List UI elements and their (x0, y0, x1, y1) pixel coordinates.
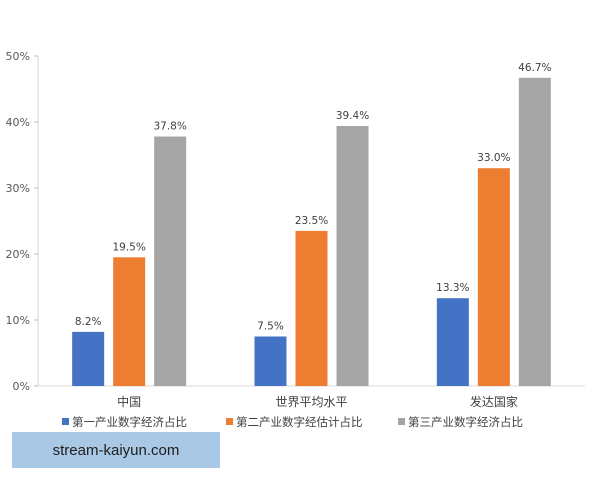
legend-label: 第三产业数字经济占比 (408, 415, 523, 429)
bar (113, 257, 146, 386)
legend-label: 第一产业数字经济占比 (72, 415, 187, 429)
data-label: 23.5% (295, 215, 328, 227)
data-label: 13.3% (436, 282, 469, 294)
watermark-text: stream-kaiyun.com (52, 441, 180, 459)
data-label: 33.0% (477, 152, 510, 164)
bar (295, 230, 328, 386)
data-label: 8.2% (75, 316, 102, 328)
bar (154, 136, 187, 386)
watermark-banner: stream-kaiyun.com (12, 432, 220, 468)
bar (518, 77, 551, 386)
x-tick-label: 中国 (117, 394, 141, 409)
y-tick-label: 40% (6, 116, 30, 129)
x-tick-label: 发达国家 (470, 394, 518, 409)
legend-swatch (226, 418, 233, 425)
y-tick-label: 30% (6, 182, 30, 195)
bar (254, 336, 287, 386)
legend-label: 第二产业数字经估计占比 (236, 415, 363, 429)
data-label: 46.7% (518, 62, 551, 74)
bar (436, 298, 469, 386)
data-label: 7.5% (257, 321, 284, 333)
data-label: 19.5% (112, 241, 145, 253)
y-tick-label: 0% (13, 380, 30, 393)
legend-swatch (398, 418, 405, 425)
legend-swatch (62, 418, 69, 425)
data-label: 37.8% (153, 121, 186, 133)
bar (72, 331, 105, 386)
y-tick-label: 10% (6, 314, 30, 327)
x-tick-label: 世界平均水平 (275, 395, 347, 409)
bar (477, 168, 510, 386)
y-tick-label: 50% (6, 50, 30, 63)
bar (336, 125, 369, 387)
data-label: 39.4% (336, 110, 369, 122)
y-tick-label: 20% (6, 248, 30, 261)
